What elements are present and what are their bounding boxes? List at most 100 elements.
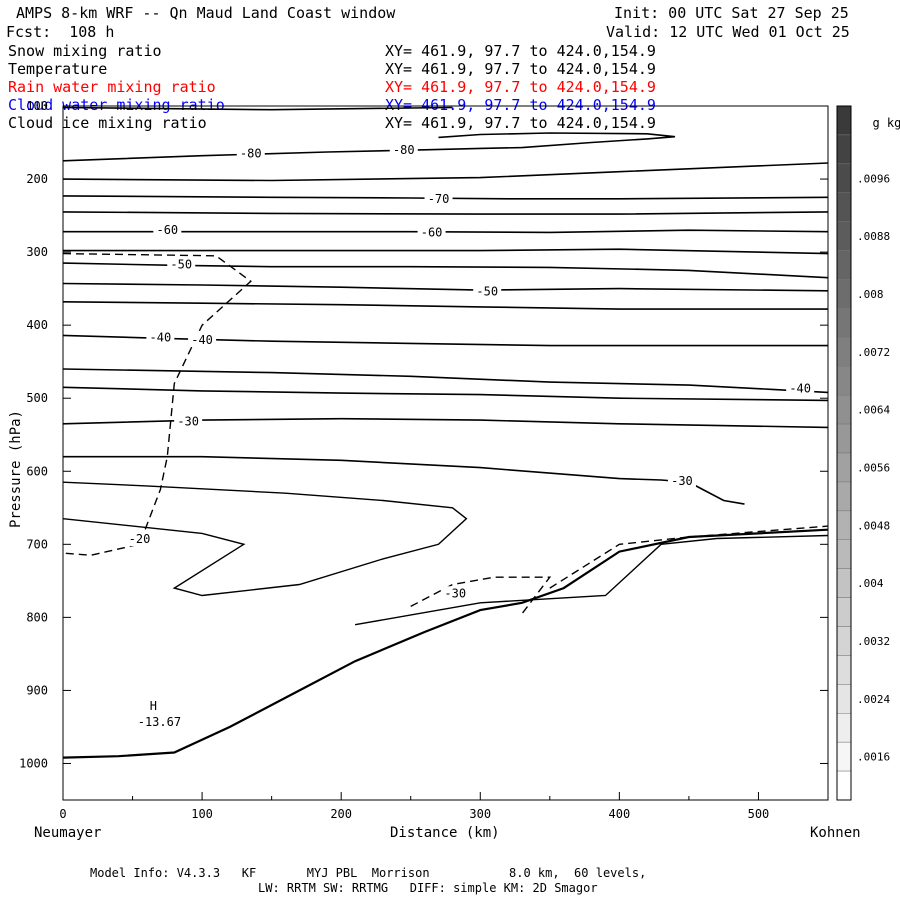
colorbar-segment <box>836 192 852 222</box>
isotherm-line <box>63 195 828 200</box>
x-axis-label: Distance (km) <box>390 825 500 841</box>
contour-label-bg <box>389 142 418 157</box>
model-info-line1: Model Info: V4.3.3 KF MYJ PBL Morrison 8… <box>90 866 647 880</box>
isotherm-line <box>63 386 828 402</box>
contour-label-bg <box>174 414 203 429</box>
isotherm-label: -70 <box>428 192 450 206</box>
x-endpoint-right: Kohnen <box>810 825 861 841</box>
model-info-line2: LW: RRTM SW: RRTMG DIFF: simple KM: 2D S… <box>258 881 598 895</box>
colorbar-segment <box>836 366 852 396</box>
isotherm-label: -50 <box>476 285 498 299</box>
colorbar-segment <box>836 221 852 251</box>
isotherm-label: -30 <box>671 474 693 488</box>
contour-label-bg <box>125 532 154 547</box>
isotherm-line <box>63 106 453 111</box>
isotherm-line <box>63 368 828 394</box>
chart-title: AMPS 8-km WRF -- Qn Maud Land Coast wind… <box>16 4 396 22</box>
surface-contour <box>63 481 468 597</box>
y-tick-label: 100 <box>26 99 48 113</box>
colorbar-segment <box>836 134 852 165</box>
contour-label-bg <box>424 191 453 206</box>
colorbar-tick-label: .0096 <box>857 172 890 185</box>
isotherm-line <box>63 211 828 215</box>
colorbar-border <box>836 105 852 801</box>
contour-label-bg <box>667 473 696 488</box>
init-time: Init: 00 UTC Sat 27 Sep 25 <box>614 4 849 22</box>
contour-label-bg <box>167 257 196 272</box>
colorbar-tick-label: .0056 <box>857 461 890 474</box>
x-tick-label: 0 <box>59 807 66 821</box>
isotherm-label: -80 <box>240 146 262 160</box>
y-tick-label: 800 <box>26 610 48 624</box>
isotherm-line <box>63 301 828 310</box>
contour-label-bg <box>153 223 182 238</box>
x-tick-label: 300 <box>469 807 491 821</box>
y-tick-label: 400 <box>26 318 48 332</box>
isotherm-label: -40 <box>789 382 811 396</box>
contour-label-bg <box>473 284 502 299</box>
isotherm-line <box>63 132 676 162</box>
field-name: Rain water mixing ratio <box>8 78 216 96</box>
colorbar-tick-label: .0072 <box>857 346 890 359</box>
isotherm-label: -60 <box>156 223 178 237</box>
surface-contour <box>354 534 828 626</box>
field-xy-range: XY= 461.9, 97.7 to 424.0,154.9 <box>385 96 656 114</box>
isotherm-line <box>63 162 828 182</box>
x-endpoint-left: Neumayer <box>34 825 102 841</box>
field-xy-range: XY= 461.9, 97.7 to 424.0,154.9 <box>385 60 656 78</box>
x-tick-label: 200 <box>330 807 352 821</box>
colorbar-segment <box>836 510 852 541</box>
colorbar-segment <box>836 655 852 685</box>
y-tick-label: 900 <box>26 683 48 697</box>
colorbar-segment <box>836 626 852 656</box>
isotherm-line <box>63 282 828 292</box>
colorbar-segment <box>836 279 852 309</box>
colorbar-segment <box>836 770 852 801</box>
field-name: Cloud ice mixing ratio <box>8 114 207 132</box>
plot-border <box>62 105 829 801</box>
field-xy-range: XY= 461.9, 97.7 to 424.0,154.9 <box>385 78 656 96</box>
isotherm-label: -40 <box>191 333 213 347</box>
surface-contour-label: -20 <box>129 532 151 546</box>
y-tick-label: 200 <box>26 172 48 186</box>
colorbar-segment <box>836 481 852 512</box>
colorbar-tick-label: .004 <box>857 577 884 590</box>
colorbar-segment <box>836 684 852 714</box>
terrain-surface <box>63 528 828 759</box>
isotherm-line <box>63 455 745 505</box>
field-xy-range: XY= 461.9, 97.7 to 424.0,154.9 <box>385 114 656 132</box>
field-name: Temperature <box>8 60 108 78</box>
x-tick-label: 400 <box>609 807 631 821</box>
isotherm-label: -40 <box>150 331 172 345</box>
snow-mixing-contour <box>410 576 552 615</box>
field-name: Cloud water mixing ratio <box>8 96 225 114</box>
colorbar-tick-label: .008 <box>857 288 884 301</box>
colorbar-segment <box>836 741 852 772</box>
contour-label-bg <box>188 332 217 347</box>
contour-label-bg <box>417 225 446 240</box>
surface-contour-label: -30 <box>444 586 466 600</box>
field-name: Snow mixing ratio <box>8 42 162 60</box>
field-xy-range: XY= 461.9, 97.7 to 424.0,154.9 <box>385 42 656 60</box>
isotherm-line <box>63 334 828 347</box>
snow-mixing-contour <box>63 252 252 557</box>
colorbar-segment <box>836 105 852 136</box>
colorbar-tick-label: .0016 <box>857 751 890 764</box>
x-tick-label: 500 <box>748 807 770 821</box>
forecast-hour: Fcst: 108 h <box>6 23 115 41</box>
colorbar-segment <box>836 597 852 627</box>
y-axis-label: Pressure (hPa) <box>8 410 24 529</box>
isotherm-label: -50 <box>170 258 192 272</box>
isotherm-label: -80 <box>393 143 415 157</box>
contour-label-bg <box>441 586 470 601</box>
colorbar-segment <box>836 713 852 743</box>
y-tick-label: 600 <box>26 464 48 478</box>
contour-label-bg <box>236 146 265 161</box>
colorbar-segment <box>836 539 852 569</box>
isotherm-line <box>63 248 828 255</box>
y-tick-label: 500 <box>26 391 48 405</box>
colorbar-segment <box>836 423 852 454</box>
colorbar-segment <box>836 308 852 338</box>
valid-time: Valid: 12 UTC Wed 01 Oct 25 <box>606 23 850 41</box>
